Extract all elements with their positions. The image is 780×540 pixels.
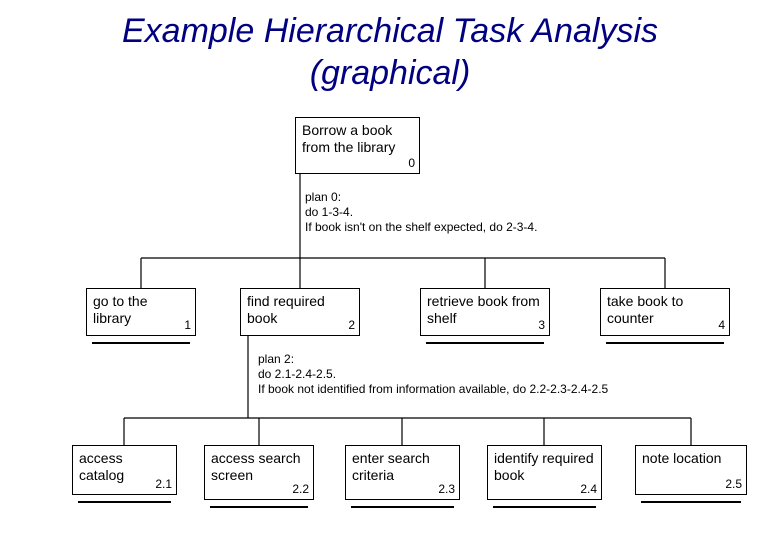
connectors [0, 0, 780, 540]
